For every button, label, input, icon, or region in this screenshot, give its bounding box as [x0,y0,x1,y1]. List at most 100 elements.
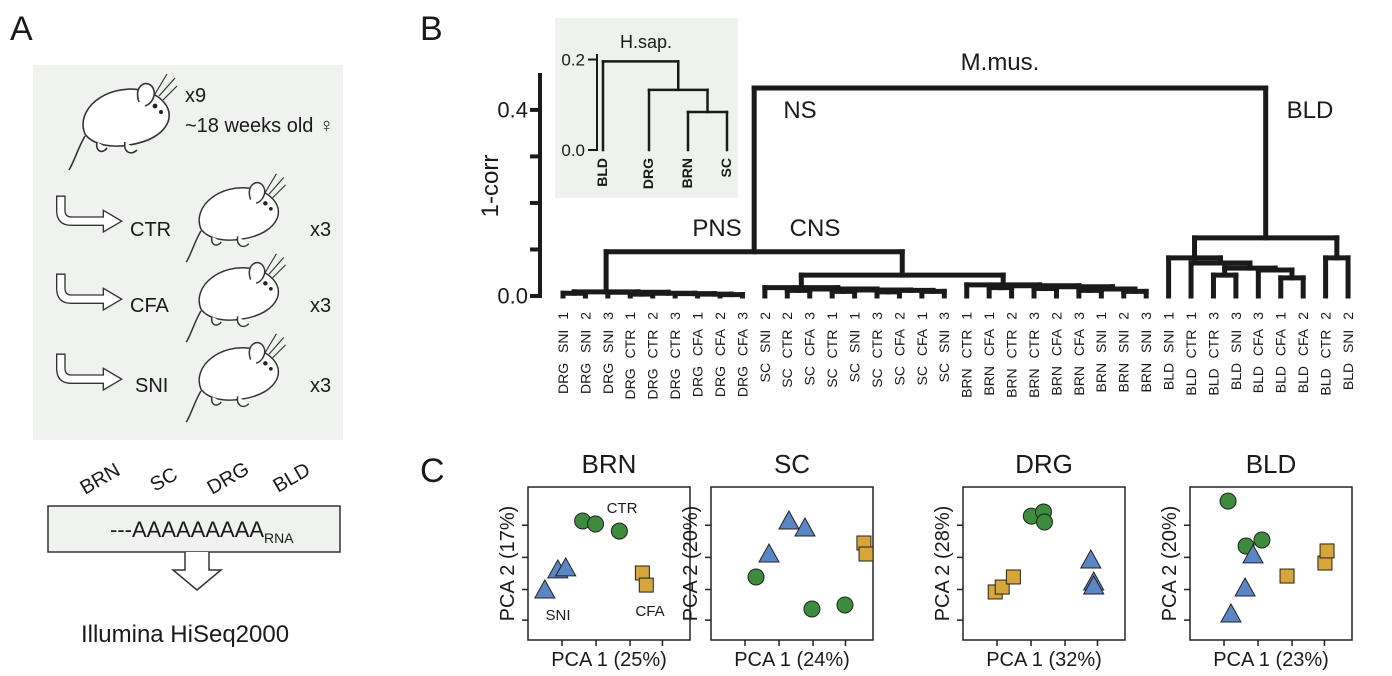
leaf-label: SC CTR 1 [824,312,840,388]
leaf-label: SC CTR 3 [869,312,885,388]
point [858,546,874,562]
leaf-label: DRG CFA 1 [689,312,705,397]
leaf-label: BLD SNI 3 [1228,312,1244,390]
condition-n: x3 [310,295,331,317]
point [778,509,800,530]
condition-name: CTR [130,219,171,241]
leaf-label: DRG CFA 3 [734,312,750,397]
point [794,516,816,537]
leaf-label: BRN SNI 1 [1093,312,1109,393]
leaf-label: SC CFA 3 [802,312,818,386]
leaf-label: SC SNI 1 [846,312,862,383]
branch-label: M.mus. [961,49,1040,76]
y-tick-label: 0.2 [561,50,585,69]
x-axis-label: PCA 1 (25%) [551,649,667,671]
point [610,522,628,540]
leaf-label: DRG CTR 1 [622,312,638,400]
panel-a: x9 ~18 weeks old ♀ CTR x3 CFA x3 SNI x3 … [33,65,343,648]
leaf-label: DRG SNI 1 [555,312,571,394]
leaf-label: BRN CTR 2 [1004,312,1020,398]
point [1253,531,1271,549]
plot-frame [527,486,691,641]
down-arrow [170,552,224,591]
point [554,556,577,577]
tissue-label: SC [147,463,182,496]
tissue-label: BLD [270,459,315,498]
plot-title: DRG [1015,449,1073,479]
leaf-label: BRN CFA 2 [1048,312,1064,396]
leaf-label: SC CTR 2 [779,312,795,388]
y-tick-label: 0.0 [561,141,585,160]
rna-subscript: RNA [264,530,294,546]
plot-frame [710,486,874,641]
plot-title: BLD [1246,449,1297,479]
leaf-label: DRG CTR 3 [667,312,683,400]
dendrogram: 0.0 0.4 DRG SNI 1 DRG SNI 2 DRG SNI 3 DRG CTR… [477,49,1356,399]
y-axis-label: PCA 2 (28%) [932,506,954,622]
point [1319,543,1335,559]
condition-n: x3 [310,219,331,241]
leaf-label: SC SNI 3 [936,312,952,383]
panel-label: A [10,10,33,48]
y-axis-label: PCA 2 (20%) [680,506,702,622]
y-axis-label: PCA 2 (17%) [497,506,519,622]
leaf-label: BRN CTR 1 [959,312,975,398]
point [587,515,605,533]
x-axis-label: PCA 1 (24%) [734,649,850,671]
leaf-label: BLD CTR 1 [1183,312,1199,396]
y-axis-label: 1-corr [477,155,504,218]
leaf-label: BLD CTR 2 [1318,312,1334,396]
leaf-label: DRG SNI 3 [600,312,616,394]
point [758,542,780,563]
leaf-label: SC [718,158,734,177]
pca-plot: DRG PCA 1 (32%) PCA 2 (28%) [932,449,1126,671]
branch-label: NS [783,97,816,124]
branch-label: PNS [692,215,741,242]
leaf-label: BLD CFA 3 [1250,312,1266,393]
inset-title: H.sap. [620,32,672,52]
point [533,578,556,599]
rna-box [47,505,341,553]
group-label: CTR [607,500,638,517]
condition-n: x3 [310,375,331,397]
point [1079,548,1102,569]
leaf-label: SC SNI 2 [757,312,773,383]
point [1035,513,1053,531]
point [747,568,765,586]
condition-name: SNI [135,375,168,397]
tissue-label: DRG [204,458,253,499]
y-tick-label: 0.4 [497,98,528,123]
y-axis-label: PCA 2 (20%) [1159,506,1181,622]
leaf-label: BLD CFA 1 [1273,312,1289,393]
leaf-label: SC CFA 1 [914,312,930,386]
rna-label: ---AAAAAAAAARNA [110,517,294,546]
condition-name: CFA [130,295,170,317]
pca-plot: BRN PCA 1 (25%) PCA 2 (17%) CTR SNI CFA [497,449,691,671]
pca-plot: BLD PCA 1 (23%) PCA 2 (20%) [1159,449,1353,671]
panel-label: B [420,10,443,48]
rna-text: ---AAAAAAAAA [110,517,264,542]
leaf-label: BLD CTR 3 [1205,312,1221,396]
leaf-label: BLD SNI 1 [1161,312,1177,390]
x-axis-label: PCA 1 (32%) [986,649,1102,671]
leaf-label: BRN SNI 2 [1116,312,1132,393]
group-size: x9 [185,85,206,107]
point [1279,568,1295,584]
group-label: CFA [635,603,664,620]
leaf-label: DRG SNI 2 [577,312,593,394]
tissue-label: BRN [77,459,125,499]
point [1219,492,1237,510]
leaf-label: BLD CFA 2 [1295,312,1311,393]
point [1234,576,1256,597]
point [836,596,854,614]
leaf-label: BRN [679,158,695,188]
pca-plot: SC PCA 1 (24%) PCA 2 (20%) [680,449,874,671]
plot-title: BRN [582,449,637,479]
leaf-label: DRG CFA 2 [712,312,728,397]
x-axis-label: PCA 1 (23%) [1213,649,1329,671]
group-label: SNI [545,607,570,624]
leaf-label: BRN CFA 3 [1071,312,1087,396]
point [1005,569,1021,585]
dendrogram: 0.0 0.2 BLD DRG BRN SC H.sap. [561,32,734,189]
leaf-label: DRG [640,158,656,189]
